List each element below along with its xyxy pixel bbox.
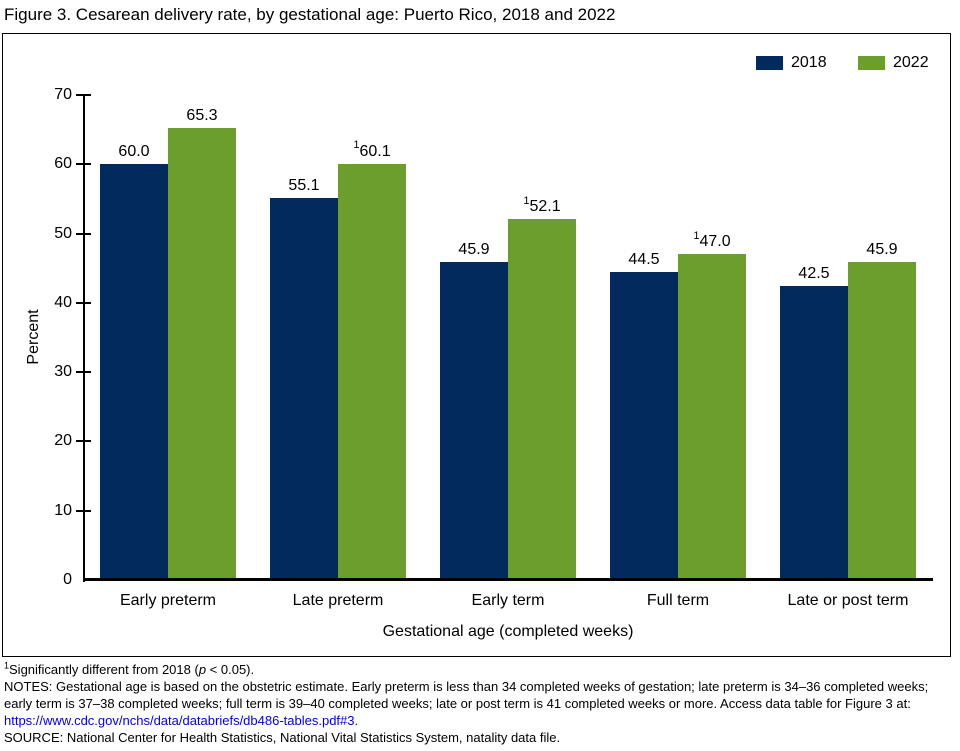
bar-2022-late-preterm (338, 163, 406, 580)
legend-swatch-2018 (756, 56, 783, 70)
footnote-link-line: https://www.cdc.gov/nchs/data/databriefs… (4, 712, 954, 729)
legend-label-2022: 2022 (893, 54, 929, 71)
bar-2022-full-term (678, 254, 746, 580)
y-tick-10 (76, 509, 91, 512)
bar-2022-late-or-post-term (848, 261, 916, 580)
y-tick-70 (76, 94, 91, 96)
value-label-2018-early-preterm: 60.0 (118, 143, 150, 161)
value-label-2022-late-or-post-term: 45.9 (866, 240, 898, 258)
y-tick-40 (76, 301, 91, 304)
y-tick-label-10: 10 (54, 501, 72, 519)
value-label-2022-full-term: 147.0 (693, 230, 731, 251)
significance-marker: 1 (523, 194, 530, 207)
value-label-2022-early-preterm: 65.3 (186, 106, 218, 124)
category-label-full-term: Full term (646, 592, 710, 609)
value-label-2022-early-term: 152.1 (523, 194, 561, 216)
y-tick-label-0: 0 (63, 571, 72, 588)
value-label-2018-full-term: 44.5 (628, 250, 660, 268)
x-axis-baseline (83, 578, 933, 581)
value-label-2018-early-term: 45.9 (458, 240, 490, 258)
y-tick-label-50: 50 (54, 224, 72, 242)
y-axis-title: Percent (25, 309, 42, 365)
bar-2018-full-term (610, 271, 678, 580)
y-tick-label-60: 60 (54, 155, 72, 173)
y-tick-60 (76, 163, 91, 166)
y-tick-label-20: 20 (54, 432, 72, 450)
y-tick-label-70: 70 (54, 86, 72, 103)
x-axis-title: Gestational age (completed weeks) (382, 623, 634, 640)
y-axis-line (83, 95, 85, 582)
footnote-significance: 1Significantly different from 2018 (p < … (4, 660, 255, 677)
category-label-early-term: Early term (471, 592, 545, 609)
footnote-source: SOURCE: National Center for Health Stati… (4, 730, 561, 745)
legend-swatch-2022 (858, 56, 885, 70)
footnote-marker: 1 (4, 660, 10, 671)
y-tick-label-40: 40 (54, 293, 72, 311)
bar-2018-late-preterm (270, 198, 338, 580)
significance-marker: 1 (353, 139, 360, 152)
y-tick-50 (76, 232, 91, 235)
bar-2018-late-or-post-term (780, 285, 848, 580)
y-tick-label-30: 30 (54, 363, 72, 381)
bar-2022-early-term (508, 219, 576, 580)
significance-marker: 1 (693, 230, 700, 243)
y-tick-30 (76, 371, 91, 374)
footnote-notes: NOTES: Gestational age is based on the o… (4, 679, 929, 711)
category-label-early-preterm: Early preterm (119, 592, 217, 609)
bar-2018-early-term (440, 261, 508, 580)
bar-2022-early-preterm (168, 127, 236, 580)
category-label-late-or-post-term: Late or post term (787, 592, 909, 609)
figure-title: Figure 3. Cesarean delivery rate, by ges… (4, 5, 616, 24)
bar-2018-early-preterm (100, 164, 168, 580)
category-label-late-preterm: Late preterm (292, 592, 384, 609)
value-label-2018-late-or-post-term: 42.5 (798, 264, 830, 282)
legend-label-2018: 2018 (791, 54, 827, 71)
value-label-2018-late-preterm: 55.1 (288, 177, 320, 195)
y-tick-20 (76, 440, 91, 443)
data-table-link[interactable]: https://www.cdc.gov/nchs/data/databriefs… (4, 713, 359, 728)
value-label-2022-late-preterm: 160.1 (353, 139, 391, 160)
footnotes: 1Significantly different from 2018 (p < … (4, 661, 954, 746)
